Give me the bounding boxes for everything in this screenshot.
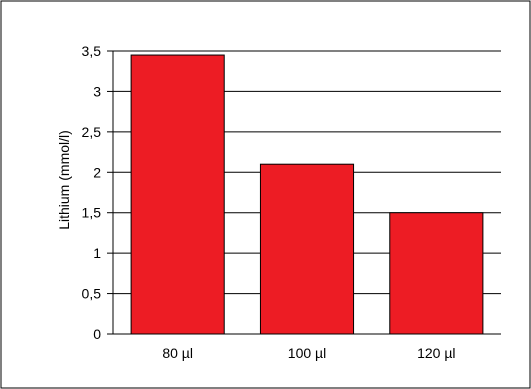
axes (107, 50, 501, 335)
y-tick-labels: 0 0,5 1 1,5 2 2,5 3 3,5 (82, 43, 102, 342)
x-category-labels: 80 µl 100 µl 120 µl (162, 345, 455, 361)
y-tick-label: 2 (93, 164, 101, 180)
y-tick-label: 0,5 (82, 286, 102, 302)
bar (130, 54, 225, 335)
y-axis-label: Lithium (mmol/l) (56, 130, 72, 230)
x-category-label: 100 µl (288, 345, 326, 361)
x-category-label: 80 µl (162, 345, 193, 361)
y-tick-label: 2,5 (82, 124, 102, 140)
bar (259, 163, 355, 335)
y-tick-label: 3 (93, 83, 101, 99)
x-category-label: 120 µl (417, 345, 455, 361)
bar (389, 212, 484, 335)
bars (130, 54, 484, 335)
y-tick-label: 1,5 (82, 205, 102, 221)
y-tick-label: 1 (93, 245, 101, 261)
y-tick-label: 0 (93, 326, 101, 342)
y-tick-label: 3,5 (82, 43, 102, 59)
